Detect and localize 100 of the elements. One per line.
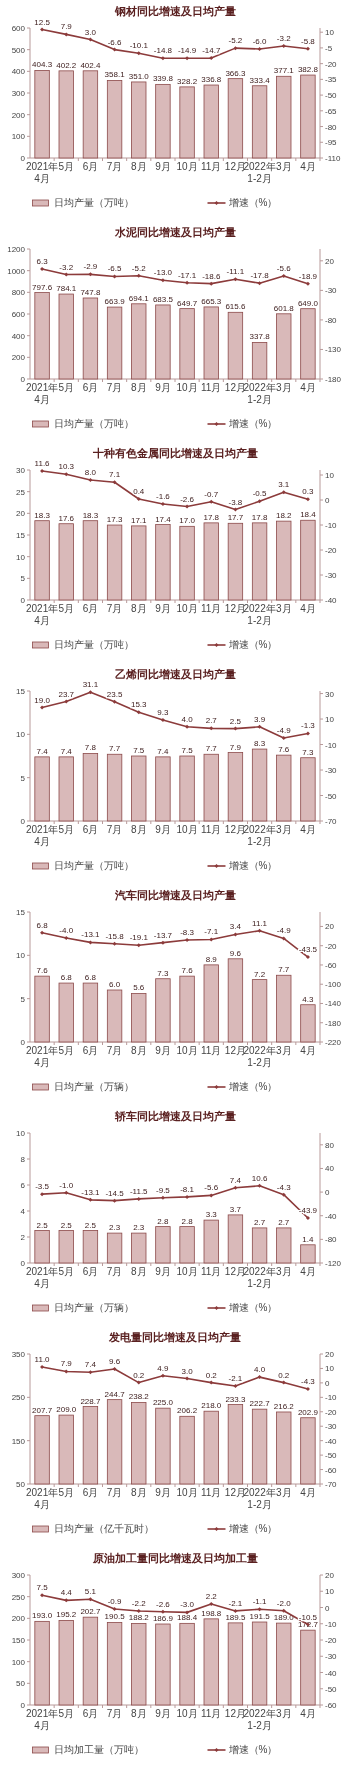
x-tick-label: 2022年 1-2月: [243, 161, 276, 184]
x-tick-label: 9月: [155, 161, 171, 172]
data-label: 7.4: [60, 746, 73, 756]
x-tick-label: 9月: [155, 824, 171, 835]
y2-tick-label: 20: [325, 1571, 335, 1580]
y2-tick-label: -40: [325, 1668, 338, 1678]
point: [40, 1192, 45, 1197]
y-tick-label: 150: [11, 1636, 26, 1645]
data-label: -14.9: [177, 46, 197, 56]
bar: [300, 308, 316, 380]
point: [233, 507, 238, 512]
data-label: -15.8: [105, 931, 125, 941]
y-tick-label: 1200: [7, 245, 26, 254]
legend-label: 日均加工量（万吨）: [53, 1744, 144, 1755]
point: [257, 1607, 262, 1612]
y2-tick-label: -30: [325, 1422, 338, 1432]
x-tick-label: 9月: [155, 1708, 171, 1719]
y-tick-label: 0: [20, 154, 26, 163]
data-label: 9.6: [229, 948, 242, 958]
y-tick-label: 4: [20, 1207, 26, 1216]
bar: [251, 1227, 268, 1264]
data-label: -5.2: [131, 263, 147, 273]
data-label: -3.2: [276, 34, 292, 44]
bar: [276, 1227, 292, 1264]
bar: [106, 1232, 123, 1264]
data-label: 649.0: [297, 298, 319, 308]
point: [233, 277, 238, 282]
point: [209, 937, 214, 942]
y-tick-label: 5: [20, 773, 26, 783]
data-label: 1.4: [302, 1234, 315, 1244]
y2-tick-label: -65: [325, 106, 338, 116]
data-label: 233.3: [225, 1394, 246, 1404]
y2-tick-label: -60: [325, 1465, 338, 1475]
data-label: -10.1: [129, 41, 149, 51]
chart-title: 汽车同比增速及日均产量: [113, 889, 236, 901]
data-label: 7.9: [60, 1359, 73, 1369]
point: [40, 27, 45, 32]
point: [185, 504, 190, 509]
bar: [179, 1622, 195, 1706]
x-tick-label: 8月: [130, 603, 147, 614]
point: [305, 1387, 310, 1392]
y-tick-label: 10: [16, 552, 26, 562]
data-label: 7.1: [109, 470, 121, 480]
bar: [227, 311, 244, 380]
point: [233, 1383, 238, 1388]
data-label: 615.6: [225, 302, 246, 312]
point: [136, 710, 141, 715]
data-label: 0.2: [133, 1370, 145, 1380]
data-label: 7.5: [181, 746, 194, 755]
data-label: -1.6: [156, 492, 171, 501]
y-tick-label: 100: [11, 132, 26, 142]
data-label: 337.8: [249, 332, 271, 342]
y2-tick-label: 0: [325, 1378, 330, 1388]
point: [185, 938, 190, 943]
y2-tick-label: -10: [325, 1393, 338, 1403]
data-label: 7.9: [60, 22, 73, 32]
data-label: 4.4: [60, 1588, 73, 1598]
x-tick-label: 11月: [201, 382, 222, 393]
y2-tick-label: 0: [325, 496, 330, 505]
data-label: 17.3: [106, 515, 123, 525]
y-tick-label: 200: [11, 110, 26, 120]
y-tick-label: 0: [20, 1259, 26, 1268]
x-tick-label: 5月: [58, 1266, 75, 1277]
data-label: 333.4: [249, 75, 271, 85]
x-tick-label: 2021年 4月: [25, 161, 59, 184]
y-tick-label: 100: [11, 1657, 26, 1667]
data-label: 9.6: [109, 1357, 121, 1367]
x-tick-label: 3月: [275, 1487, 292, 1498]
point: [136, 943, 141, 948]
data-label: 3.7: [229, 1204, 242, 1214]
data-label: -2.1: [228, 1598, 243, 1608]
x-tick-label: 9月: [155, 1266, 171, 1277]
data-label: 3.0: [84, 27, 97, 37]
data-label: 402.4: [80, 60, 101, 70]
point: [281, 1380, 286, 1385]
y-tick-label: 400: [11, 67, 26, 77]
point: [40, 1365, 45, 1369]
bar: [58, 982, 74, 1043]
data-label: -18.9: [298, 271, 318, 281]
y2-tick-label: -20: [325, 1636, 338, 1645]
data-label: 784.1: [56, 284, 77, 294]
data-label: 17.8: [203, 512, 220, 522]
y2-tick-label: -60: [325, 1701, 338, 1710]
data-label: 216.2: [273, 1401, 295, 1411]
x-tick-label: 11月: [201, 603, 222, 614]
x-tick-label: 2021年 4月: [25, 824, 59, 847]
data-label: 12.5: [34, 17, 51, 27]
bar: [155, 1623, 171, 1706]
data-label: -18.6: [202, 271, 221, 281]
y2-tick-label: -100: [325, 980, 342, 990]
data-label: 193.0: [32, 1611, 53, 1621]
point: [305, 281, 310, 286]
data-label: 17.8: [251, 512, 268, 522]
point: [64, 1598, 69, 1603]
point: [64, 32, 69, 37]
point: [160, 278, 165, 283]
data-label: 339.8: [152, 74, 174, 84]
data-label: -2.6: [180, 494, 195, 504]
x-tick-label: 10月: [176, 161, 198, 172]
x-tick-label: 2022年 1-2月: [243, 1045, 276, 1068]
